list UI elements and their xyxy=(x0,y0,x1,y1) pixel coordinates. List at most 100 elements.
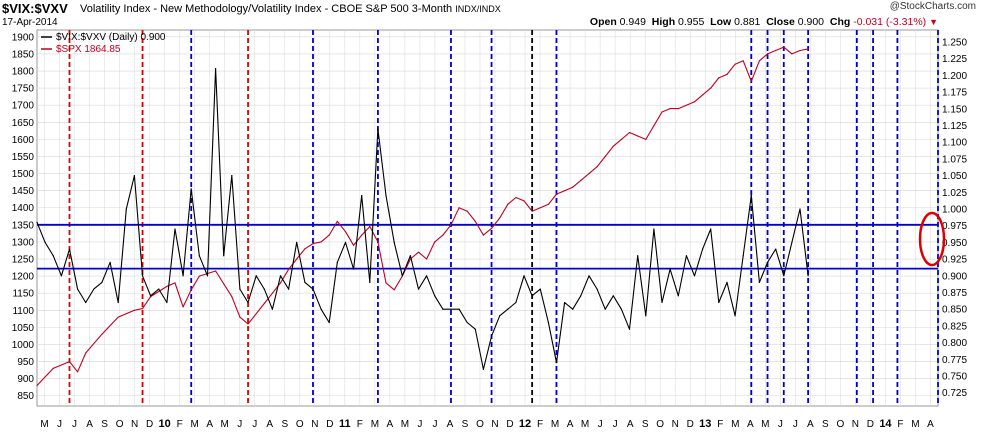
spx-point xyxy=(304,248,306,250)
low-label: Low xyxy=(710,16,732,28)
x-tick-label: A xyxy=(627,419,634,430)
left-tick-label: 1900 xyxy=(12,32,35,43)
left-tick-label: 1600 xyxy=(12,135,35,146)
ratio-point xyxy=(133,175,135,177)
right-tick-label: 1.075 xyxy=(942,154,967,165)
x-tick-label: J xyxy=(417,419,422,430)
right-tick-label: 0.950 xyxy=(942,238,967,249)
spx-point xyxy=(271,292,273,294)
spx-point xyxy=(36,384,38,387)
ratio-point xyxy=(434,295,436,297)
right-tick-label: 0.975 xyxy=(942,221,967,232)
spx-point xyxy=(685,104,688,106)
ratio-point xyxy=(628,328,631,330)
spx-point xyxy=(726,73,728,75)
spx-point xyxy=(442,234,444,236)
chart-description-text: Volatility Index - New Methodology/Volat… xyxy=(80,3,453,15)
ratio-point xyxy=(68,248,71,250)
chg-label: Chg xyxy=(829,16,851,28)
spx-point xyxy=(482,234,484,236)
spx-point xyxy=(385,282,387,284)
x-tick-label: A xyxy=(86,419,93,430)
ratio-point xyxy=(612,295,614,297)
low-value: 0.881 xyxy=(734,16,761,28)
x-tick-label: 12 xyxy=(519,418,531,430)
spx-point xyxy=(604,155,606,158)
ratio-point xyxy=(791,241,793,243)
spx-point xyxy=(166,285,168,287)
right-tick-label: 1.000 xyxy=(942,204,967,215)
spx-point xyxy=(393,289,395,291)
x-tick-label: J xyxy=(432,419,437,430)
ratio-point xyxy=(734,315,736,317)
spx-point xyxy=(783,46,785,48)
right-tick-label: 1.250 xyxy=(942,38,967,49)
ratio-point xyxy=(182,275,184,277)
ratio-point xyxy=(531,295,533,297)
ratio-point xyxy=(596,288,598,290)
spx-point xyxy=(507,203,509,205)
ratio-point xyxy=(361,195,363,197)
price-chart[interactable]: 850 900 950 1000 1050 1100 1150 1200 1250 1300 135… xyxy=(0,28,982,433)
ratio-point xyxy=(279,275,282,277)
x-tick-label: N xyxy=(491,419,498,430)
left-tick-label: 1450 xyxy=(12,186,35,197)
ratio-point xyxy=(637,255,639,257)
ratio-point xyxy=(702,248,704,250)
ratio-point xyxy=(174,228,176,230)
spx-point xyxy=(499,217,501,219)
ratio-point xyxy=(766,261,769,263)
ratio-point xyxy=(93,288,95,290)
chart-date: 17-Apr-2014 xyxy=(2,17,58,28)
spx-point xyxy=(653,125,655,127)
x-tick-label: A xyxy=(927,419,934,430)
x-tick-label: 13 xyxy=(699,418,711,430)
spx-point xyxy=(426,258,428,260)
x-tick-label: A xyxy=(747,419,754,430)
spx-point xyxy=(547,203,550,205)
ratio-point xyxy=(523,275,525,277)
spx-point xyxy=(190,289,192,291)
ratio-point xyxy=(166,301,168,304)
ratio-point xyxy=(215,68,217,70)
spx-point xyxy=(312,243,314,245)
x-tick-label: S xyxy=(101,419,108,430)
ratio-point xyxy=(312,288,314,290)
open-label: Open xyxy=(589,16,617,28)
right-tick-label: 1.025 xyxy=(942,188,967,199)
source-credit[interactable]: @StockCharts.com xyxy=(889,1,976,12)
x-tick-label: M xyxy=(761,419,769,430)
ratio-point xyxy=(101,281,103,283)
x-tick-label: A xyxy=(266,419,273,430)
left-tick-label: 1400 xyxy=(12,203,35,214)
spx-point xyxy=(450,224,452,226)
x-tick-label: J xyxy=(793,419,798,430)
right-tick-label: 1.175 xyxy=(942,88,967,99)
x-tick-label: D xyxy=(687,419,694,430)
spx-point xyxy=(693,101,696,103)
spx-point xyxy=(296,258,298,260)
x-tick-label: F xyxy=(897,419,903,430)
spx-point xyxy=(515,196,517,199)
chart-header: $VIX:$VXV Volatility Index - New Methodo… xyxy=(0,0,982,30)
x-tick-label: M xyxy=(191,419,199,430)
ratio-point xyxy=(685,255,688,257)
x-tick-label: J xyxy=(598,419,603,430)
ratio-point xyxy=(669,268,671,270)
spx-point xyxy=(710,87,712,89)
ratio-point xyxy=(499,315,501,317)
spx-point xyxy=(361,234,363,236)
x-tick-label: J xyxy=(57,419,62,430)
ratio-point xyxy=(507,308,509,310)
spx-point xyxy=(101,333,103,335)
ratio-point xyxy=(417,288,420,290)
x-tick-label: J xyxy=(237,419,242,430)
x-tick-label: M xyxy=(551,419,559,430)
spx-point xyxy=(661,111,663,113)
spx-point xyxy=(377,241,379,243)
ratio-point xyxy=(231,175,233,177)
spx-point xyxy=(564,190,566,192)
x-tick-label: M xyxy=(221,419,229,430)
spx-point xyxy=(434,241,436,243)
right-tick-label: 1.125 xyxy=(942,121,967,132)
